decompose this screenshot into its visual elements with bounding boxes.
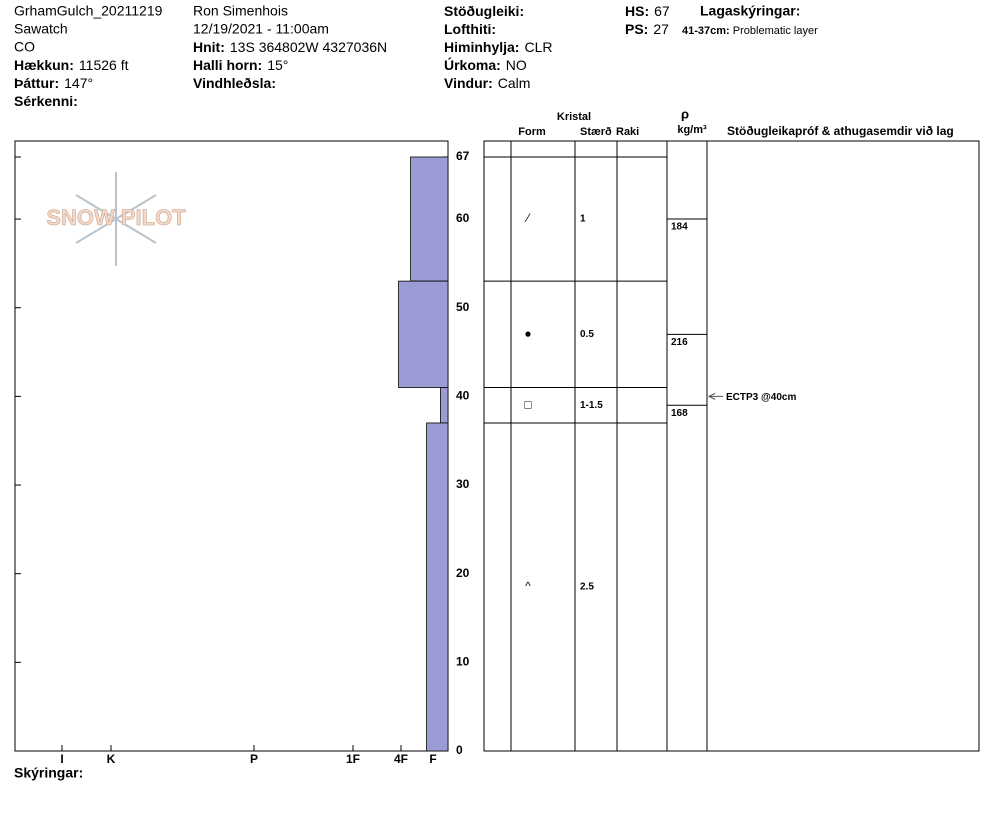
field-value: CLR bbox=[524, 39, 552, 55]
hardness-frame bbox=[14, 140, 449, 752]
layer-table bbox=[483, 140, 980, 752]
header-field: Sérkenni: bbox=[14, 93, 78, 109]
field-label: Sérkenni: bbox=[14, 93, 78, 109]
header-field: GrhamGulch_20211219 bbox=[14, 3, 163, 19]
field-value: 11526 ft bbox=[79, 57, 129, 73]
header-field: Hnit: 13S 364802W 4327036N bbox=[193, 39, 387, 55]
table-frame bbox=[483, 140, 980, 752]
logo bbox=[75, 172, 157, 266]
grain-form: ⁄ bbox=[524, 211, 531, 225]
col-header: Form bbox=[518, 126, 546, 138]
hardness-bar bbox=[410, 156, 449, 282]
hardness-bar bbox=[426, 422, 449, 752]
density-value: 168 bbox=[671, 408, 688, 419]
col-header: Stærð bbox=[580, 126, 612, 138]
grain-size: 1 bbox=[580, 214, 586, 225]
grain-form: ^ bbox=[525, 579, 531, 593]
field-value: 13S 364802W 4327036N bbox=[230, 39, 387, 55]
notes: Lagaskýringar: 41-37cm: Problematic laye… bbox=[682, 3, 818, 37]
field-label: Þáttur: bbox=[14, 75, 59, 91]
hardness-bar bbox=[440, 387, 449, 424]
test-label: ECTP3 @40cm bbox=[726, 392, 796, 403]
footer: Skýringar: bbox=[14, 765, 83, 781]
header-field: 12/19/2021 - 11:00am bbox=[193, 21, 329, 37]
col-header: kg/m³ bbox=[677, 124, 707, 136]
field-label: Hnit: bbox=[193, 39, 225, 55]
field-value: 15° bbox=[267, 57, 288, 73]
grain-form: ● bbox=[524, 326, 531, 340]
col-header: Raki bbox=[616, 126, 639, 138]
header-field: Hækkun: 11526 ft bbox=[14, 57, 129, 73]
logo-text: SNOW PILOT bbox=[46, 205, 186, 230]
header-field: PS: 27 bbox=[625, 21, 669, 37]
depth-tick-label: 20 bbox=[456, 566, 470, 580]
field-label: Vindhleðsla: bbox=[193, 75, 276, 91]
note-label: 41-37cm: bbox=[682, 25, 730, 37]
depth-tick-label: 10 bbox=[456, 655, 470, 669]
field-label: Himinhylja: bbox=[444, 39, 519, 55]
field-value: 27 bbox=[653, 21, 669, 37]
header-field: Þáttur: 147° bbox=[14, 75, 93, 91]
field-label: Stöðugleiki: bbox=[444, 3, 524, 19]
header-field: Sawatch bbox=[14, 21, 68, 37]
col-header: ρ bbox=[681, 106, 689, 121]
grain-form: □ bbox=[524, 397, 531, 411]
field-value: 147° bbox=[64, 75, 93, 91]
hardness-tick-label: 1F bbox=[346, 752, 360, 766]
depth-tick-label: 30 bbox=[456, 477, 470, 491]
notes-title: Lagaskýringar: bbox=[700, 3, 800, 19]
field-label: HS: bbox=[625, 3, 649, 19]
depth-tick-label: 40 bbox=[456, 389, 470, 403]
hardness-tick-label: F bbox=[429, 752, 436, 766]
field-value: NO bbox=[506, 57, 527, 73]
density-value: 184 bbox=[671, 222, 688, 233]
hardness-tick-label: P bbox=[250, 752, 258, 766]
note-text: Problematic layer bbox=[733, 25, 818, 37]
depth-tick-label: 50 bbox=[456, 300, 470, 314]
hardness-tick-label: 4F bbox=[394, 752, 408, 766]
depth-tick-label: 67 bbox=[456, 149, 470, 163]
col-header: Kristal bbox=[557, 111, 591, 123]
test-arrow bbox=[707, 392, 723, 400]
note: 41-37cm: Problematic layer bbox=[682, 25, 818, 37]
header-field: Úrkoma: NO bbox=[444, 56, 527, 73]
hardness-tick-label: I bbox=[60, 752, 63, 766]
header-field: Himinhylja: CLR bbox=[444, 39, 552, 55]
col-header: Stöðugleikapróf & athugasemdir við lag bbox=[727, 124, 954, 138]
density-value: 216 bbox=[671, 337, 688, 348]
header-field: Vindur: Calm bbox=[444, 75, 530, 91]
field-value: 67 bbox=[654, 3, 670, 19]
field-label: Lofthiti: bbox=[444, 21, 496, 37]
hardness-tick-label: K bbox=[107, 752, 116, 766]
depth-tick-label: 0 bbox=[456, 743, 463, 757]
field-label: Halli horn: bbox=[193, 57, 262, 73]
hardness-bar bbox=[398, 280, 449, 388]
depth-tick-label: 60 bbox=[456, 211, 470, 225]
field-label: Vindur: bbox=[444, 75, 493, 91]
header-field: HS: 67 bbox=[625, 3, 670, 19]
header-field: Halli horn: 15° bbox=[193, 57, 288, 73]
header-field: Stöðugleiki: bbox=[444, 3, 524, 19]
header-field: CO bbox=[14, 39, 35, 55]
header-field: Lofthiti: bbox=[444, 21, 496, 37]
grain-size: 1-1.5 bbox=[580, 400, 603, 411]
field-label: PS: bbox=[625, 21, 648, 37]
grain-size: 0.5 bbox=[580, 329, 594, 340]
header-field: Vindhleðsla: bbox=[193, 75, 276, 91]
grain-size: 2.5 bbox=[580, 582, 594, 593]
field-value: Calm bbox=[498, 75, 531, 91]
header-field: Ron Simenhois bbox=[193, 3, 288, 19]
field-label: Úrkoma: bbox=[444, 56, 501, 73]
field-label: Hækkun: bbox=[14, 57, 74, 73]
